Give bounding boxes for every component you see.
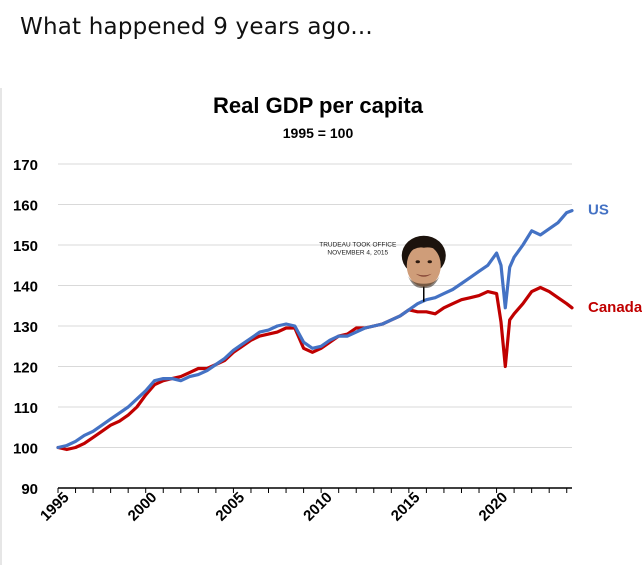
annotation-text-line1: TRUDEAU TOOK OFFICE <box>319 242 397 249</box>
x-tick-label: 2015 <box>388 489 424 525</box>
y-tick-label: 130 <box>13 319 38 336</box>
x-tick-label: 2020 <box>476 489 512 525</box>
y-tick-label: 160 <box>13 198 38 215</box>
y-tick-label: 140 <box>13 279 38 296</box>
post-caption: What happened 9 years ago... <box>20 14 373 40</box>
series-label-canada: Canada <box>588 299 642 316</box>
annotation-text-line2: NOVEMBER 4, 2015 <box>327 250 388 257</box>
chart-title: Real GDP per capita <box>213 93 424 118</box>
x-tick-label: 2000 <box>125 489 161 525</box>
y-tick-label: 90 <box>21 481 38 498</box>
left-divider <box>0 88 2 565</box>
y-axis: 90 100 110 120 130 140 150 160 170 <box>13 157 38 498</box>
series-label-us: US <box>588 202 609 219</box>
y-tick-label: 120 <box>13 360 38 377</box>
x-tick-label: 1995 <box>37 489 73 525</box>
y-tick-label: 100 <box>13 441 38 458</box>
series-labels: US Canada <box>588 202 642 316</box>
y-tick-label: 150 <box>13 238 38 255</box>
series-line-us <box>56 209 574 450</box>
series-line-canada <box>56 285 574 452</box>
annotation: TRUDEAU TOOK OFFICE NOVEMBER 4, 2015 <box>319 235 446 302</box>
gridlines <box>58 163 572 448</box>
series-lines <box>56 209 574 452</box>
y-tick-label: 170 <box>13 157 38 174</box>
justin-trudeau-portrait <box>401 235 446 288</box>
x-tick-label: 2010 <box>300 489 336 525</box>
y-tick-label: 110 <box>14 400 38 417</box>
chart-subtitle: 1995 = 100 <box>283 125 354 141</box>
x-tick-label: 2005 <box>212 489 248 525</box>
x-axis: 1995 2000 2005 2010 2015 2020 <box>37 487 572 525</box>
gdp-chart: Real GDP per capita 1995 = 100 90 100 110 1… <box>13 93 642 525</box>
